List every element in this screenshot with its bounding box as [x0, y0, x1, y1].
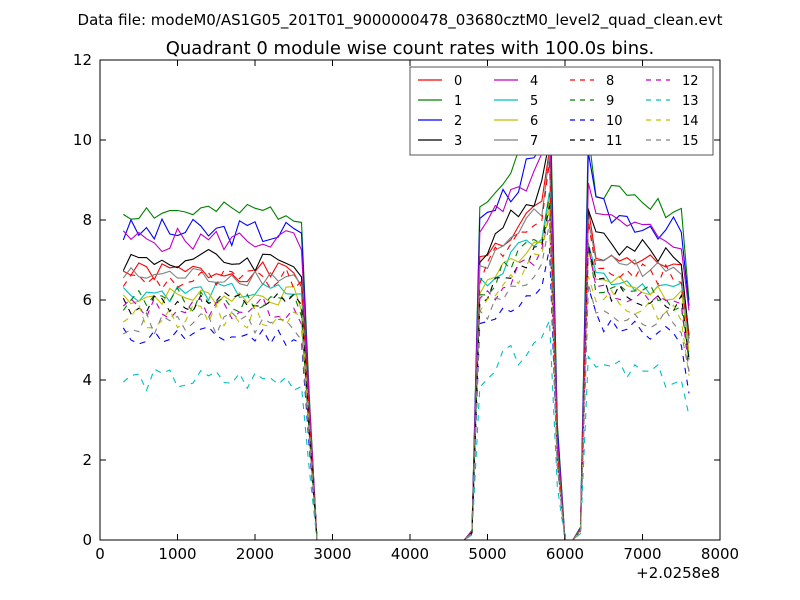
series-line-14	[122, 208, 690, 541]
series-line-11	[122, 205, 690, 541]
series-line-2	[122, 97, 690, 541]
legend-label-7: 7	[530, 134, 538, 149]
legend-box	[409, 66, 714, 156]
series-line-12	[122, 214, 690, 541]
legend-label-4: 4	[530, 74, 538, 89]
x-offset-label: +2.0258e8	[636, 564, 720, 582]
legend-label-3: 3	[454, 134, 462, 149]
chart-title: Quadrant 0 module wise count rates with …	[166, 38, 655, 59]
legend-label-2: 2	[454, 114, 462, 129]
series-line-5	[122, 191, 690, 541]
x-tick-label: 6000	[546, 545, 584, 563]
legend-label-15: 15	[682, 134, 699, 149]
y-tick-label: 12	[73, 51, 92, 69]
y-tick-label: 10	[73, 131, 92, 149]
x-tick-label: 7000	[623, 545, 661, 563]
legend-label-8: 8	[606, 74, 614, 89]
legend-label-11: 11	[606, 134, 623, 149]
legend-label-9: 9	[606, 94, 614, 109]
x-tick-label: 4000	[391, 545, 429, 563]
series-line-15	[123, 222, 690, 541]
y-tick-label: 4	[82, 371, 92, 389]
x-tick-label: 5000	[468, 545, 506, 563]
y-tick-label: 2	[82, 451, 92, 469]
x-tick-label: 0	[95, 545, 105, 563]
y-tick-label: 6	[82, 291, 92, 309]
legend-label-1: 1	[454, 94, 462, 109]
axes-layer: 0 1000 2000 3000 4000 5000 6000 7000 80000246810…	[73, 51, 739, 563]
series-line-8	[122, 161, 690, 541]
legend-label-0: 0	[454, 74, 462, 89]
y-tick-label: 8	[82, 211, 92, 229]
legend-label-10: 10	[606, 114, 623, 129]
legend-label-12: 12	[682, 74, 699, 89]
legend-label-14: 14	[682, 114, 699, 129]
series-line-9	[122, 193, 690, 541]
legend-label-13: 13	[682, 94, 699, 109]
legend-label-5: 5	[530, 94, 538, 109]
y-tick-label: 0	[82, 531, 92, 549]
series-line-0	[123, 149, 690, 541]
chart-suptitle: Data file: modeM0/AS1G05_201T01_90000004…	[78, 11, 723, 30]
x-tick-label: 8000	[701, 545, 739, 563]
series-line-6	[122, 200, 690, 541]
x-tick-label: 1000	[158, 545, 196, 563]
series-line-4	[122, 115, 690, 541]
series-line-10	[122, 247, 690, 541]
legend-label-6: 6	[530, 114, 538, 129]
series-line-7	[122, 154, 690, 541]
x-tick-label: 2000	[236, 545, 274, 563]
series-line-13	[122, 320, 690, 541]
x-tick-label: 3000	[313, 545, 351, 563]
